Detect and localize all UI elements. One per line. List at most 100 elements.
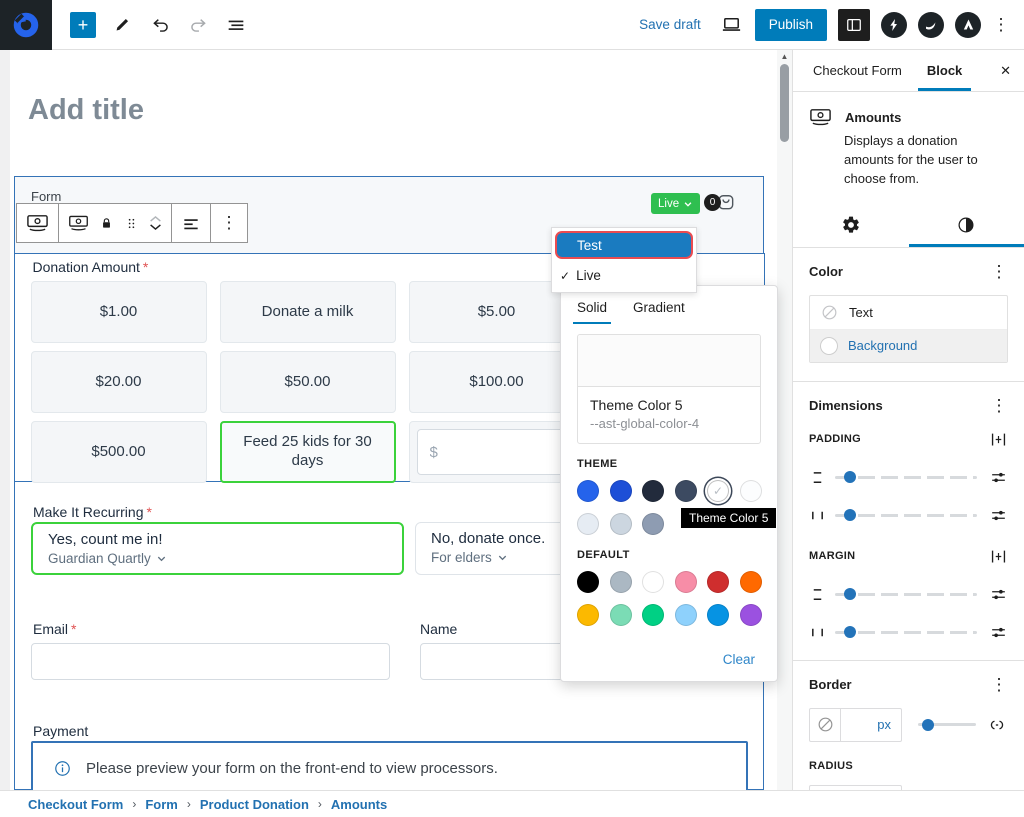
site-logo[interactable]	[0, 0, 52, 50]
default-color-swatch[interactable]	[674, 604, 697, 626]
default-color-swatch[interactable]	[642, 604, 664, 626]
margin-horizontal-slider[interactable]	[835, 626, 977, 639]
amount-option[interactable]: $100.00	[408, 351, 585, 413]
tab-settings[interactable]	[793, 203, 909, 247]
text-color-setting[interactable]: Text	[810, 296, 1007, 329]
post-title-placeholder[interactable]: Add title	[28, 94, 144, 126]
background-color-setting[interactable]: Background	[810, 328, 1007, 362]
theme-color-swatch[interactable]	[577, 513, 599, 535]
publish-button[interactable]: Publish	[754, 8, 827, 41]
theme-color-swatch[interactable]	[577, 480, 599, 502]
border-width-slider[interactable]	[918, 718, 976, 731]
settings-panel-toggle[interactable]	[838, 8, 870, 41]
color-panel-options-icon[interactable]: ⋮	[990, 261, 1008, 281]
slider-options-icon[interactable]	[989, 468, 1008, 487]
preview-device-icon[interactable]	[720, 13, 744, 37]
breadcrumb-form[interactable]: Form	[145, 796, 178, 812]
redo-icon[interactable]	[186, 13, 210, 37]
block-mover[interactable]	[149, 215, 162, 231]
close-sidebar-icon[interactable]: ✕	[1000, 62, 1011, 78]
drag-handle-icon[interactable]	[124, 216, 139, 231]
tab-checkout-form[interactable]: Checkout Form	[813, 63, 902, 78]
scroll-up-arrow[interactable]: ▲	[780, 52, 789, 61]
theme-color-swatch[interactable]	[642, 480, 664, 502]
padding-vertical-slider[interactable]	[835, 471, 977, 484]
breadcrumb-amounts[interactable]: Amounts	[330, 796, 388, 812]
amount-option-selected[interactable]: Feed 25 kids for 30 days	[219, 421, 396, 483]
tab-solid[interactable]: Solid	[572, 300, 612, 324]
block-type-button[interactable]	[17, 204, 59, 242]
justify-button[interactable]	[172, 204, 211, 242]
options-menu-icon[interactable]: ⋮	[992, 14, 1010, 34]
save-draft-button[interactable]: Save draft	[639, 17, 701, 32]
custom-amount-input[interactable]	[416, 429, 577, 475]
default-color-swatch[interactable]	[642, 571, 664, 593]
slider-thumb[interactable]	[844, 471, 856, 484]
cart-button[interactable]: 0	[704, 192, 736, 212]
default-color-swatch[interactable]	[609, 604, 632, 626]
default-color-swatch[interactable]	[707, 604, 729, 626]
axial-padding-icon[interactable]	[989, 430, 1008, 449]
padding-horizontal-slider[interactable]	[835, 509, 977, 522]
live-mode-button[interactable]: Live	[651, 193, 701, 214]
undo-icon[interactable]	[148, 13, 172, 37]
amount-grid: $1.00 Donate a milk $5.00 $20.00 $50.00 …	[30, 281, 585, 483]
block-inserter-button[interactable]: +	[70, 11, 96, 38]
amount-option[interactable]: $50.00	[219, 351, 396, 413]
border-panel-options-icon[interactable]: ⋮	[990, 674, 1008, 694]
dimensions-panel-options-icon[interactable]: ⋮	[990, 395, 1008, 415]
breadcrumb-product-donation[interactable]: Product Donation	[199, 796, 309, 812]
email-field[interactable]	[31, 643, 390, 680]
border-color-button[interactable]	[810, 708, 841, 741]
payment-block[interactable]: Please preview your form on the front-en…	[31, 741, 748, 790]
slider-options-icon[interactable]	[989, 506, 1008, 525]
breadcrumb-checkout-form[interactable]: Checkout Form	[28, 796, 124, 812]
default-color-swatch[interactable]	[739, 604, 762, 626]
slider-thumb[interactable]	[844, 626, 856, 639]
amount-option[interactable]: Donate a milk	[219, 281, 396, 343]
tab-styles[interactable]	[909, 203, 1024, 247]
theme-color-swatch[interactable]	[609, 513, 632, 535]
axial-margin-icon[interactable]	[989, 547, 1008, 566]
tab-block[interactable]: Block	[917, 63, 972, 91]
amount-option[interactable]: $500.00	[30, 421, 207, 483]
plugin-bolt-icon[interactable]	[881, 11, 907, 38]
theme-color-swatch[interactable]	[674, 480, 697, 502]
recurring-yes-frequency[interactable]: Guardian Quartly	[48, 551, 387, 566]
recurring-option-yes[interactable]: Yes, count me in! Guardian Quartly	[31, 522, 404, 575]
parent-block-icon[interactable]	[68, 215, 89, 231]
theme-color-swatch-selected[interactable]: ✓	[707, 480, 729, 502]
unlink-sides-icon[interactable]	[986, 715, 1008, 735]
edit-tool-icon[interactable]	[110, 13, 134, 37]
astra-icon[interactable]	[955, 11, 981, 38]
margin-vertical-slider[interactable]	[835, 588, 977, 601]
mode-item-live[interactable]: ✓ Live	[552, 262, 696, 289]
scrollbar-thumb[interactable]	[780, 64, 789, 142]
recurring-no-frequency[interactable]: For elders	[431, 550, 577, 565]
theme-color-swatch[interactable]	[739, 480, 762, 502]
list-view-icon[interactable]	[224, 13, 248, 37]
plugin-swoosh-icon[interactable]	[918, 11, 944, 38]
slider-options-icon[interactable]	[989, 585, 1008, 604]
default-color-swatch[interactable]	[609, 571, 632, 593]
slider-thumb[interactable]	[922, 718, 934, 731]
default-color-swatch[interactable]	[707, 571, 729, 593]
mode-item-test[interactable]: Test	[555, 231, 693, 259]
amount-option[interactable]: $20.00	[30, 351, 207, 413]
slider-options-icon[interactable]	[989, 623, 1008, 642]
border-width-unit[interactable]: px	[877, 717, 891, 733]
amount-option[interactable]: $1.00	[30, 281, 207, 343]
tab-gradient[interactable]: Gradient	[633, 300, 685, 315]
current-color-swatch[interactable]	[578, 335, 760, 387]
slider-thumb[interactable]	[844, 509, 856, 522]
slider-thumb[interactable]	[844, 588, 856, 601]
default-color-swatch[interactable]	[577, 571, 599, 593]
default-color-swatch[interactable]	[674, 571, 697, 593]
block-options-button[interactable]: ⋮	[211, 204, 247, 242]
lock-icon[interactable]	[99, 216, 114, 231]
clear-color-button[interactable]: Clear	[722, 652, 755, 667]
default-color-swatch[interactable]	[577, 604, 599, 626]
theme-color-swatch[interactable]	[609, 480, 632, 502]
default-color-swatch[interactable]	[739, 571, 762, 593]
theme-color-swatch[interactable]	[642, 513, 664, 535]
